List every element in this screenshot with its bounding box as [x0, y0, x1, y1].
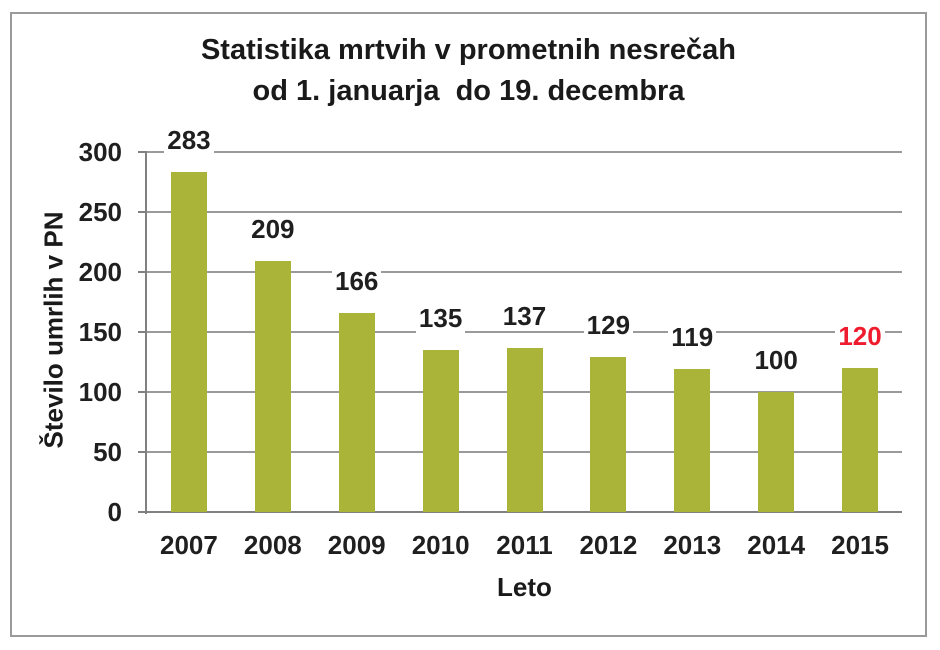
x-tick-label: 2007 [160, 530, 218, 560]
y-gridline [147, 151, 902, 153]
bar-value-text: 100 [751, 345, 801, 375]
bar [842, 368, 879, 512]
x-tick-label: 2012 [579, 530, 638, 560]
y-tick-mark [138, 331, 147, 333]
bar-value-text: 119 [668, 322, 717, 353]
bar-value-label: 137 [475, 300, 575, 332]
bar-value-text: 135 [415, 303, 466, 333]
y-tick-label: 100 [78, 377, 122, 407]
x-axis-title: Leto [497, 572, 552, 602]
y-tick-mark [138, 211, 147, 213]
y-tick-label: 0 [107, 497, 122, 527]
bar-value-label: 166 [307, 265, 407, 297]
y-gridline [147, 211, 902, 213]
chart-title-line2: od 1. januarja do 19. decembra [252, 75, 685, 107]
bar [674, 369, 711, 512]
bar-value-text: 137 [499, 300, 550, 331]
bar-value-label: 209 [223, 213, 323, 245]
bar-value-text: 120 [835, 321, 885, 351]
bar-value-text: 166 [332, 265, 382, 296]
bar [506, 347, 543, 512]
bar-value-label: 135 [391, 302, 491, 334]
chart-title-line1: Statistika mrtvih v prometnih nesrečah [200, 34, 737, 66]
bar-value-text: 283 [164, 125, 214, 156]
bar-value-label: 119 [642, 321, 742, 353]
bar-value-label: 129 [558, 309, 658, 341]
bar [590, 357, 627, 512]
x-tick-label: 2014 [747, 530, 806, 560]
x-tick-label: 2015 [831, 530, 889, 560]
bar-value-label: 120 [810, 320, 910, 352]
x-axis-line [138, 511, 902, 513]
bar [338, 312, 375, 512]
y-tick-label: 50 [93, 437, 122, 467]
y-gridline [147, 331, 902, 333]
y-tick-label: 200 [78, 257, 122, 287]
y-tick-mark [138, 391, 147, 393]
x-tick-label: 2011 [496, 530, 553, 560]
y-tick-label: 150 [78, 317, 122, 347]
plot-area: 0 50 100 150 200 250 300 283 2007 209 2008 166 2009 1… [12, 14, 925, 635]
bar [758, 392, 795, 512]
bar-value-text: 129 [583, 310, 634, 341]
chart-title: Statistika mrtvih v prometnih nesrečah o… [12, 30, 925, 112]
y-axis-line [145, 151, 147, 514]
y-tick-mark [138, 271, 147, 273]
bar-value-text: 209 [248, 214, 298, 245]
y-tick-label: 300 [78, 137, 122, 167]
x-tick-label: 2013 [663, 530, 722, 560]
x-tick-label: 2009 [327, 530, 386, 560]
x-tick-label: 2010 [411, 530, 470, 560]
y-gridline [147, 271, 902, 273]
bar [254, 261, 291, 512]
y-tick-mark [138, 151, 147, 153]
y-tick-mark [138, 451, 147, 453]
chart-frame: Statistika mrtvih v prometnih nesrečah o… [10, 12, 927, 637]
bar [422, 350, 459, 512]
bar-value-label: 100 [726, 344, 826, 376]
y-tick-label: 250 [78, 197, 122, 227]
bar-value-label: 283 [139, 124, 239, 156]
x-tick-label: 2008 [243, 530, 302, 560]
bar [170, 172, 207, 512]
